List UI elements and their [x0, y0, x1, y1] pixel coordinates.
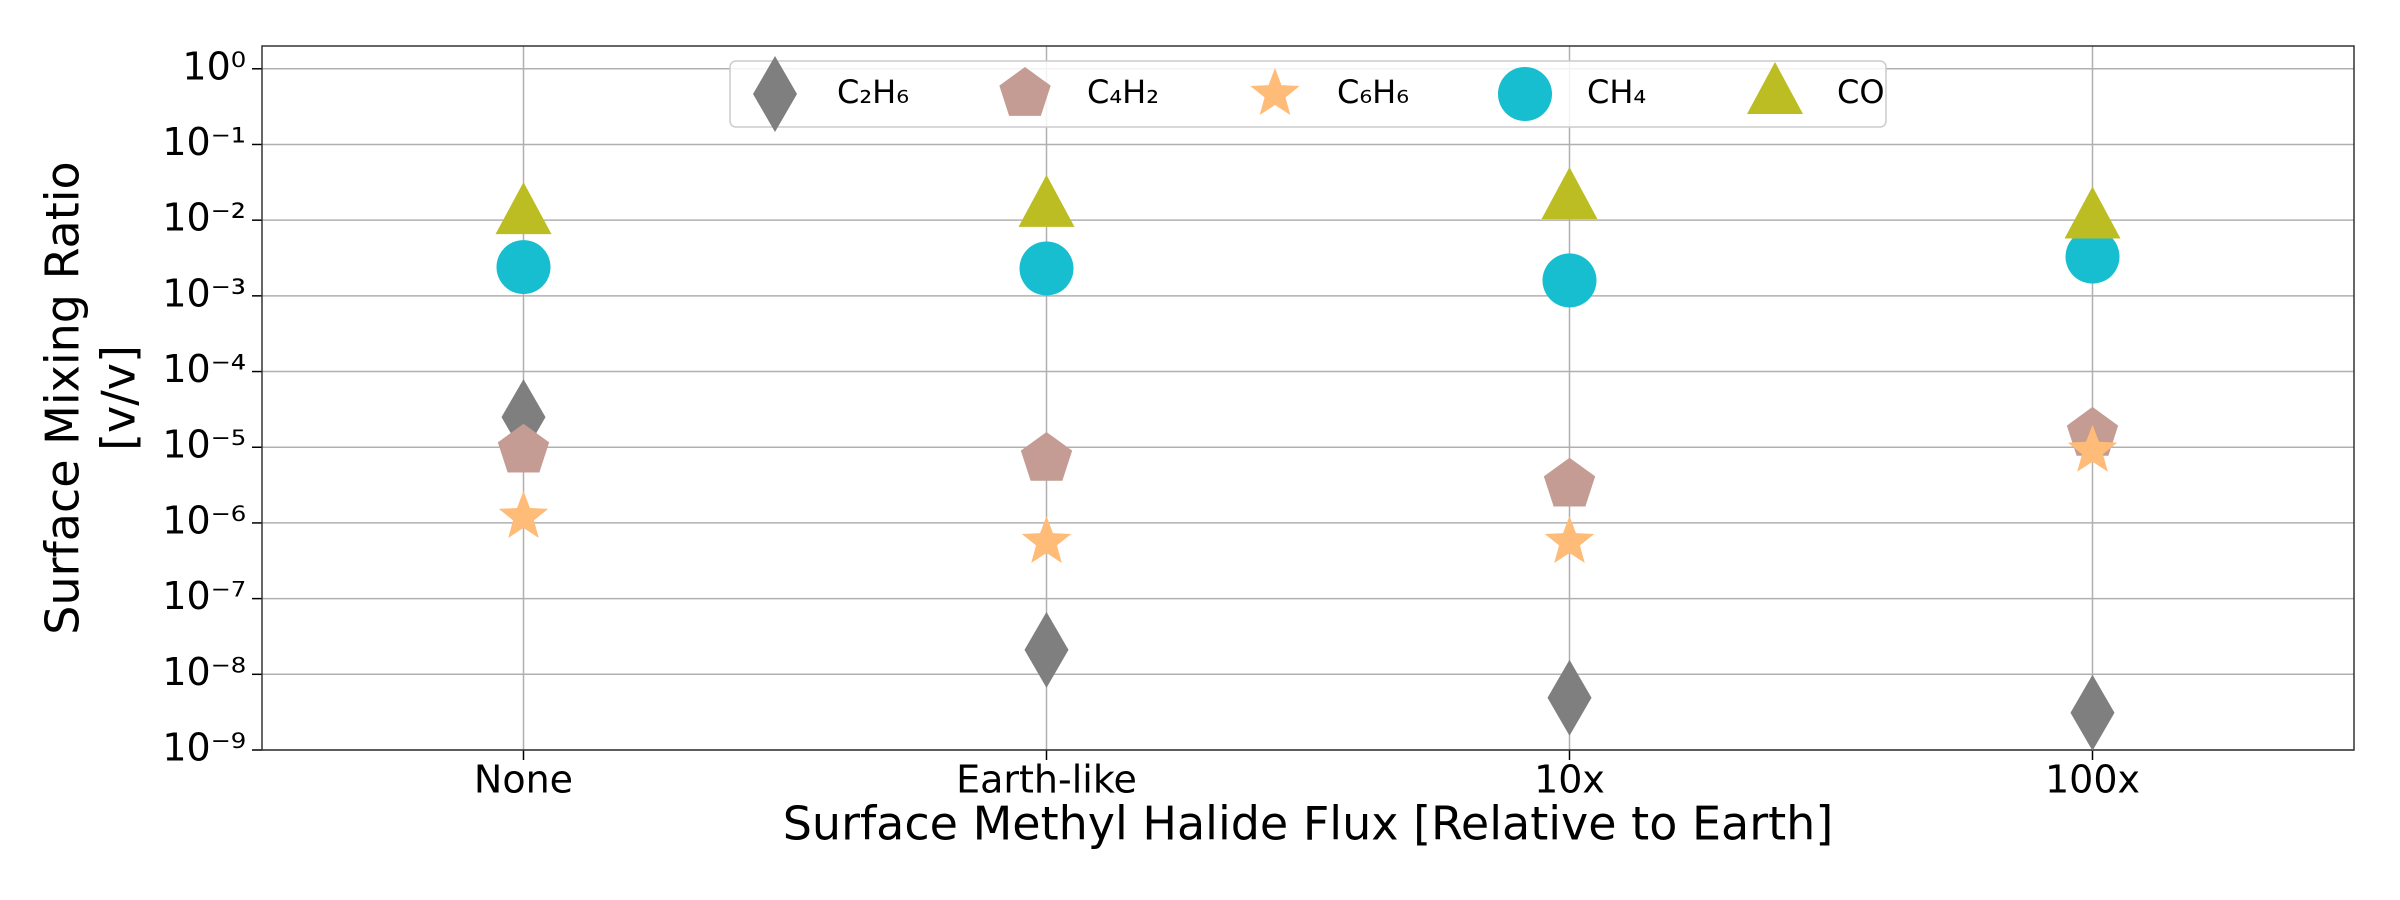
y-axis-label: Surface Mixing Ratio: [36, 161, 90, 634]
legend-label: C₆H₆: [1337, 73, 1409, 111]
point: [1020, 431, 1073, 481]
point: [1543, 457, 1596, 507]
point: [497, 423, 550, 473]
y-tick-label: 10⁰: [182, 44, 246, 88]
legend-marker: [999, 67, 1051, 116]
legend-marker: [1498, 67, 1552, 121]
legend-marker: [1250, 68, 1300, 116]
point: [498, 490, 549, 538]
y-axis-label: [v/v]: [92, 345, 146, 451]
plot-frame: [261, 45, 2355, 751]
legend-label: C₂H₆: [837, 73, 909, 111]
y-tick-label: 10⁻³: [162, 271, 246, 315]
x-tick-label: Earth-like: [956, 758, 1137, 802]
point: [2067, 424, 2118, 472]
grid: [262, 46, 2354, 751]
y-tick-label: 10⁻⁴: [162, 347, 246, 391]
point: [1542, 253, 1597, 308]
y-tick-label: 10⁻²: [162, 196, 246, 240]
point: [1024, 611, 1069, 688]
point: [496, 240, 551, 295]
point: [1019, 241, 1074, 296]
x-tick-label: None: [474, 758, 573, 802]
y-tick-label: 10⁻¹: [162, 120, 246, 164]
legend-label: CH₄: [1587, 73, 1646, 111]
point: [1547, 659, 1592, 736]
legend-label: CO: [1837, 73, 1885, 111]
point: [2070, 674, 2115, 751]
point: [2064, 186, 2121, 239]
legend-marker: [753, 56, 797, 132]
point: [495, 182, 552, 235]
x-tick-label: 10x: [1534, 758, 1605, 802]
y-tick-label: 10⁻⁸: [162, 650, 246, 694]
legend-marker: [1747, 62, 1803, 114]
point: [1541, 167, 1598, 220]
x-tick-label: 100x: [2045, 758, 2140, 802]
legend-label: C₄H₂: [1087, 73, 1159, 111]
y-tick-label: 10⁻⁶: [162, 498, 246, 542]
y-tick-label: 10⁻⁹: [162, 726, 246, 770]
y-tick-label: 10⁻⁷: [162, 574, 246, 618]
point: [1544, 515, 1595, 564]
x-axis-label: Surface Methyl Halide Flux [Relative to …: [783, 797, 1834, 851]
y-tick-label: 10⁻⁵: [162, 423, 246, 467]
point: [2065, 229, 2120, 284]
point: [1018, 174, 1075, 227]
point: [1021, 515, 1072, 564]
